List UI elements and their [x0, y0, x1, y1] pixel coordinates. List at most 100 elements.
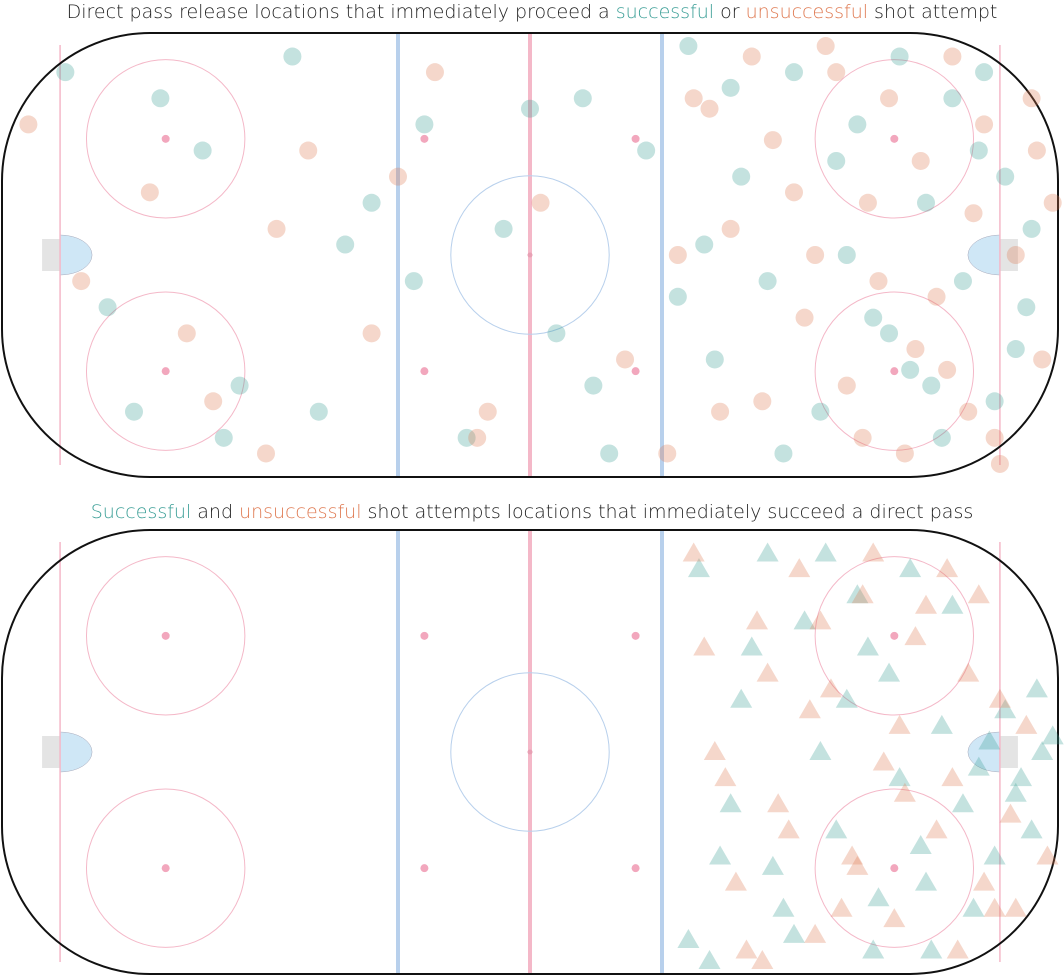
- shot-point: [888, 767, 911, 787]
- shot-point: [693, 636, 716, 656]
- goal-net: [999, 239, 1018, 271]
- shot-point: [1015, 714, 1038, 734]
- pass-point: [938, 360, 957, 379]
- pass-point: [943, 47, 962, 66]
- shot-point: [1041, 725, 1064, 745]
- pass-point: [806, 246, 825, 264]
- pass-point: [668, 287, 687, 306]
- title-part: shot attempts locations that immediately…: [361, 501, 973, 523]
- shot-point: [735, 939, 758, 959]
- pass-point: [864, 308, 883, 327]
- faceoff-circle: [814, 556, 975, 716]
- shot-point: [783, 923, 805, 943]
- faceoff-dot: [631, 367, 640, 376]
- goal-crease: [967, 731, 1001, 773]
- pass-point: [72, 272, 91, 291]
- pass-point: [478, 402, 497, 421]
- faceoff-dot: [161, 864, 170, 873]
- pass-point: [880, 324, 899, 343]
- pass-point: [1022, 219, 1041, 238]
- pass-point: [837, 376, 856, 395]
- shot-point: [687, 558, 710, 578]
- title-part: or: [714, 1, 746, 23]
- pass-point: [721, 219, 740, 238]
- shot-point: [835, 688, 858, 708]
- title-part: Successful: [91, 501, 192, 523]
- shot-point: [788, 558, 811, 578]
- pass-point: [140, 183, 159, 202]
- faceoff-dot: [631, 631, 640, 640]
- shot-point: [825, 819, 848, 839]
- pass-point: [336, 235, 355, 254]
- pass-point: [758, 272, 777, 291]
- title-part: Direct pass release locations that immed…: [67, 1, 616, 23]
- pass-point: [1022, 89, 1041, 108]
- faceoff-circle: [85, 59, 246, 219]
- pass-point: [404, 272, 423, 291]
- title-part: unsuccessful: [239, 501, 361, 523]
- pass-point: [990, 454, 1009, 473]
- pass-point: [858, 193, 877, 212]
- shot-point: [814, 542, 837, 562]
- shot-point: [1004, 897, 1027, 917]
- pass-point: [959, 402, 978, 421]
- pass-point: [1006, 340, 1025, 359]
- pass-point: [193, 141, 212, 160]
- shot-point: [951, 793, 974, 813]
- pass-point: [584, 376, 603, 395]
- pass-point: [827, 63, 846, 82]
- shot-point: [830, 897, 853, 917]
- shot-point: [983, 897, 1006, 917]
- shot-point: [883, 908, 906, 928]
- goal-crease: [967, 234, 1001, 276]
- pass-point: [1033, 350, 1052, 369]
- pass-point: [457, 428, 476, 447]
- faceoff-circle: [85, 788, 246, 948]
- pass-point: [932, 428, 951, 447]
- pass-point: [547, 324, 566, 343]
- pass-point: [985, 392, 1004, 411]
- shot-point: [719, 793, 742, 813]
- title-part: successful: [616, 1, 714, 23]
- faceoff-dot: [161, 367, 170, 376]
- shot-point: [798, 699, 821, 719]
- pass-point: [679, 37, 698, 56]
- pass-point: [267, 219, 286, 238]
- pass-point: [494, 219, 513, 238]
- faceoff-dot: [890, 631, 899, 640]
- pass-point: [827, 151, 846, 170]
- pass-point: [969, 141, 988, 160]
- faceoff-dot: [631, 134, 640, 143]
- shot-point: [946, 939, 969, 959]
- shot-point: [904, 626, 927, 646]
- shot-point: [1025, 678, 1048, 698]
- shot-point: [714, 767, 737, 787]
- shot-point: [893, 782, 916, 802]
- shot-point: [999, 803, 1022, 823]
- title-part: shot attempt: [868, 1, 997, 23]
- shot-point: [915, 871, 937, 891]
- faceoff-circle: [814, 291, 975, 451]
- goal-crease: [59, 731, 93, 773]
- shot-point: [724, 871, 747, 891]
- shot-point: [777, 819, 800, 839]
- shot-point: [703, 741, 726, 760]
- shot-point: [1036, 845, 1059, 865]
- pass-point: [616, 350, 635, 369]
- shot-point: [988, 688, 1011, 708]
- pass-point: [309, 402, 328, 421]
- shot-point: [756, 542, 779, 562]
- pass-point: [890, 47, 909, 66]
- pass-point: [125, 402, 143, 421]
- shot-point: [915, 594, 937, 614]
- pass-point: [177, 324, 196, 343]
- goal-net: [42, 736, 61, 768]
- shot-point: [962, 897, 985, 917]
- pass-point: [811, 402, 830, 421]
- shot-point: [967, 584, 990, 604]
- pass-point: [901, 360, 920, 379]
- pass-point: [637, 141, 656, 160]
- shot-point: [682, 542, 705, 562]
- shot-point: [698, 949, 721, 969]
- pass-point: [1017, 298, 1036, 317]
